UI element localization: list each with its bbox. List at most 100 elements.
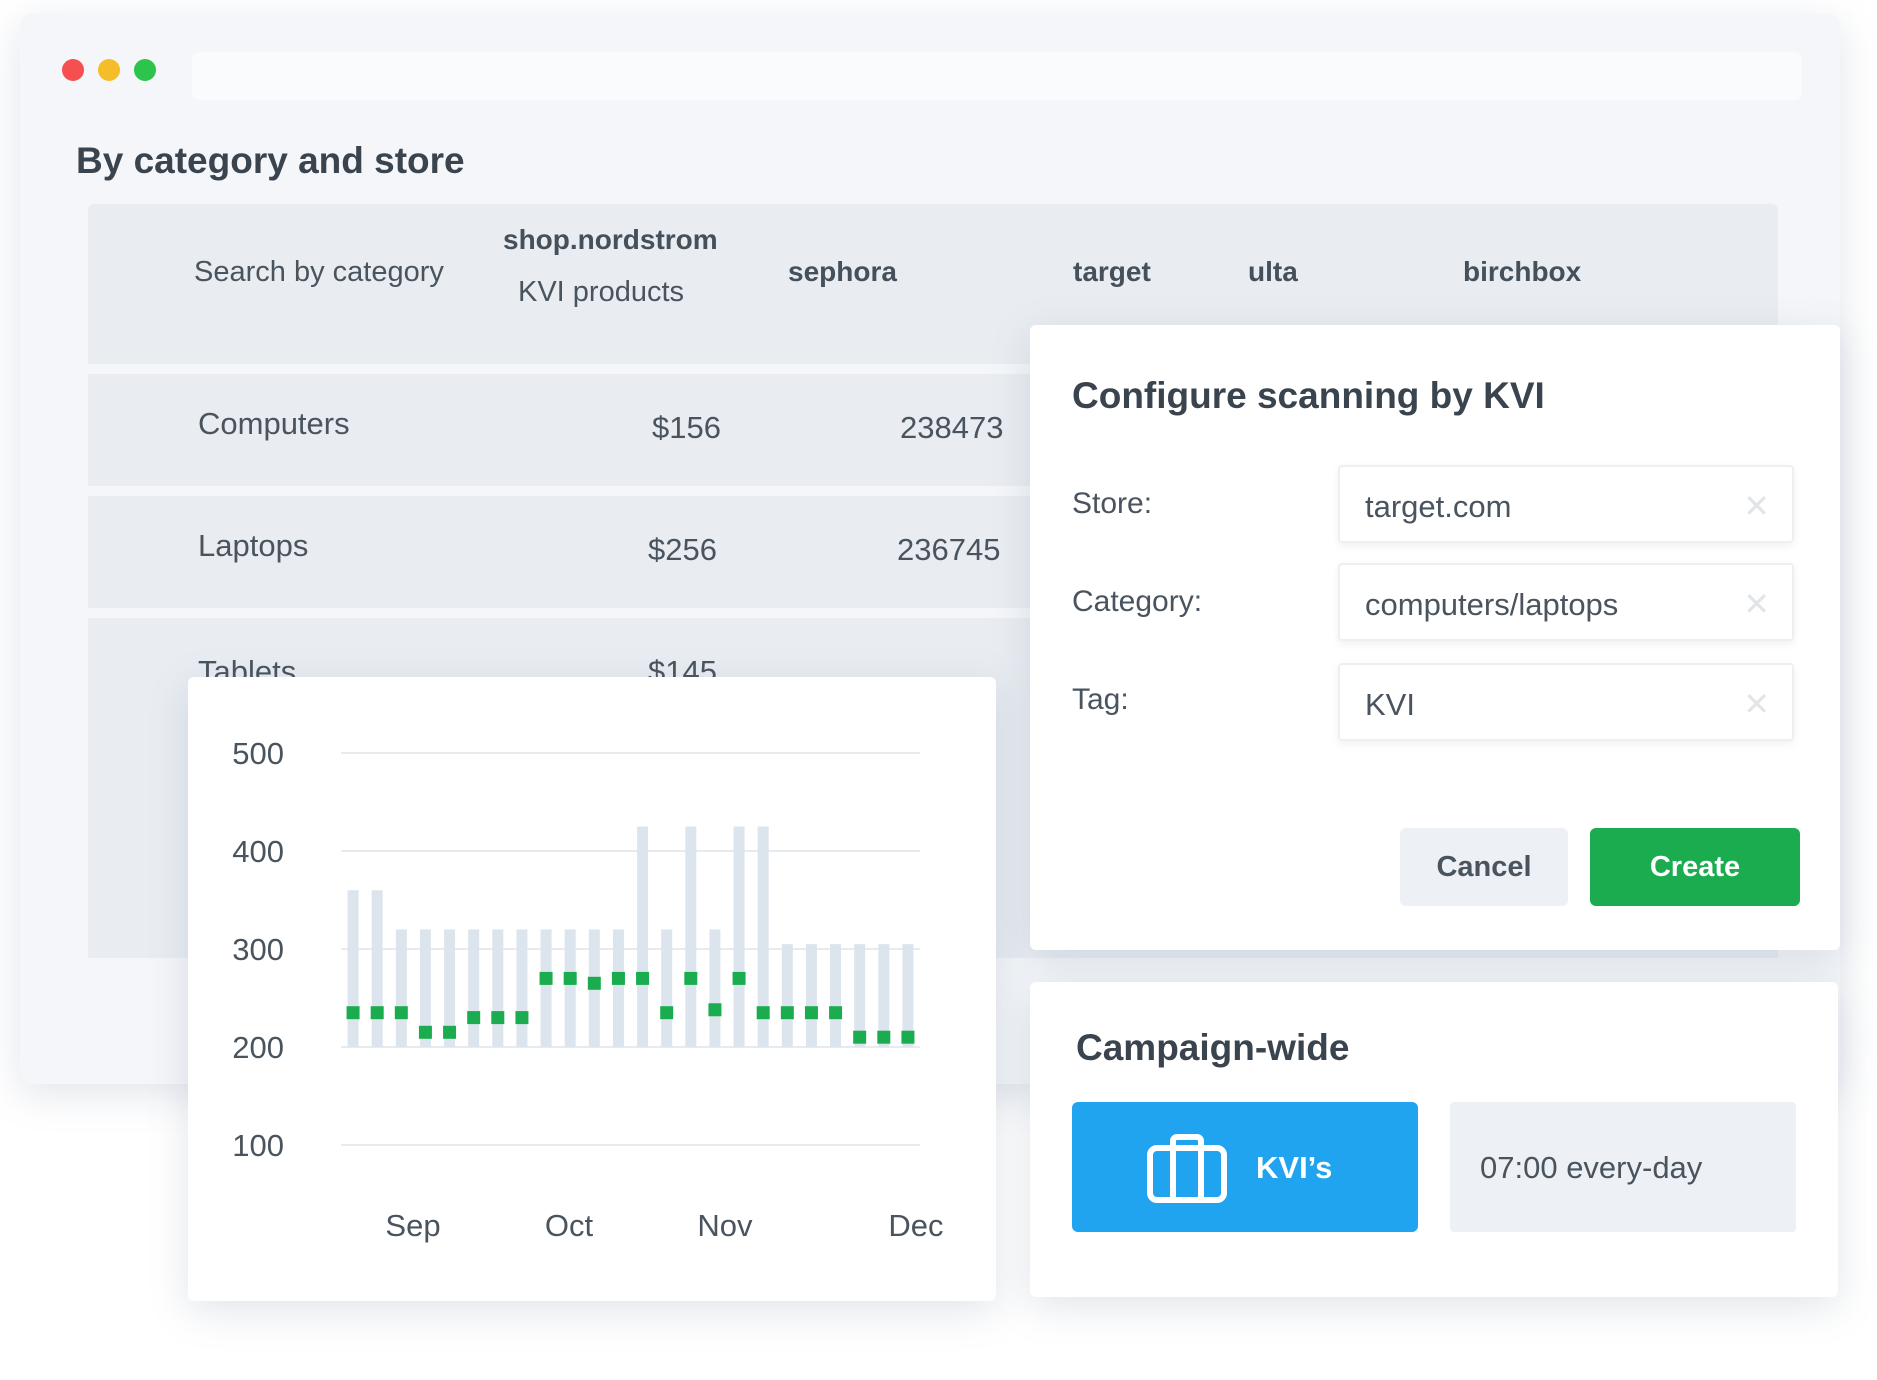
bar: [637, 826, 649, 1047]
close-window-button[interactable]: [62, 59, 84, 81]
bar: [612, 929, 624, 1047]
store-field[interactable]: target.com ✕: [1338, 465, 1794, 543]
header-search-by-category[interactable]: Search by category: [194, 256, 444, 288]
category-field[interactable]: computers/laptops ✕: [1338, 563, 1794, 641]
header-kvi-products: KVI products: [518, 276, 685, 308]
tag-field[interactable]: KVI ✕: [1338, 663, 1794, 741]
data-marker: [660, 1006, 674, 1020]
campaign-wide-panel: Campaign-wide KVI’s 07:00 every-day: [1030, 982, 1838, 1297]
bar: [805, 944, 817, 1047]
category-label: Category:: [1072, 585, 1203, 618]
bar: [395, 929, 407, 1047]
data-marker: [756, 1006, 770, 1020]
x-tick-label: Oct: [545, 1208, 594, 1243]
bar: [733, 826, 745, 1047]
data-marker: [732, 971, 746, 985]
kvi-button[interactable]: KVI’s: [1072, 1102, 1418, 1232]
data-marker: [491, 1011, 505, 1025]
bar: [419, 929, 431, 1047]
y-tick-label: 100: [232, 1128, 284, 1163]
bar: [540, 929, 552, 1047]
data-marker: [467, 1011, 481, 1025]
row-category: Laptops: [198, 528, 309, 563]
header-store-ulta[interactable]: ulta: [1248, 256, 1298, 287]
data-marker: [394, 1006, 408, 1020]
data-marker: [563, 971, 577, 985]
schedule-field[interactable]: 07:00 every-day: [1450, 1102, 1796, 1232]
store-value: target.com: [1365, 489, 1512, 524]
data-marker: [539, 971, 553, 985]
minimize-window-button[interactable]: [98, 59, 120, 81]
schedule-value: 07:00 every-day: [1480, 1150, 1703, 1185]
row-price: $256: [648, 532, 717, 567]
data-marker: [370, 1006, 384, 1020]
x-tick-label: Sep: [385, 1208, 440, 1243]
tag-label: Tag:: [1072, 683, 1129, 716]
close-icon[interactable]: ✕: [1743, 586, 1770, 622]
bar: [564, 929, 576, 1047]
data-marker: [829, 1006, 843, 1020]
y-tick-label: 400: [232, 834, 284, 869]
tag-value: KVI: [1365, 687, 1415, 722]
row-value: 236745: [897, 532, 1001, 567]
page-title: By category and store: [76, 140, 465, 181]
bar: [444, 929, 456, 1047]
bar: [878, 944, 890, 1047]
window-controls: [62, 59, 156, 81]
data-marker: [443, 1025, 457, 1039]
bar: [781, 944, 793, 1047]
data-marker: [418, 1025, 432, 1039]
bar: [709, 929, 721, 1047]
header-store-sephora[interactable]: sephora: [788, 256, 897, 287]
row-value: 238473: [900, 410, 1004, 445]
x-tick-label: Nov: [697, 1208, 753, 1243]
address-bar[interactable]: [192, 52, 1802, 100]
header-store-target[interactable]: target: [1073, 256, 1151, 287]
close-icon[interactable]: ✕: [1743, 488, 1770, 524]
configure-kvi-panel: Configure scanning by KVI Store: target.…: [1030, 325, 1840, 950]
close-icon[interactable]: ✕: [1743, 686, 1770, 722]
bar: [830, 944, 842, 1047]
kvi-label: KVI’s: [1256, 1150, 1333, 1185]
maximize-window-button[interactable]: [134, 59, 156, 81]
bar: [854, 944, 866, 1047]
data-marker: [636, 971, 650, 985]
data-marker: [853, 1030, 867, 1044]
data-marker: [877, 1030, 891, 1044]
config-title: Configure scanning by KVI: [1072, 375, 1545, 416]
bar: [685, 826, 697, 1047]
bar: [902, 944, 914, 1047]
data-marker: [684, 971, 698, 985]
y-tick-label: 200: [232, 1030, 284, 1065]
bar: [371, 890, 383, 1047]
bar: [492, 929, 504, 1047]
data-marker: [901, 1030, 915, 1044]
category-value: computers/laptops: [1365, 587, 1619, 622]
row-category: Computers: [198, 406, 350, 441]
y-tick-label: 300: [232, 932, 284, 967]
create-button[interactable]: Create: [1590, 828, 1800, 906]
y-tick-label: 500: [232, 736, 284, 771]
bar: [661, 929, 673, 1047]
data-marker: [587, 976, 601, 990]
row-price: $156: [652, 410, 721, 445]
kvi-price-chart: 500 400 300 200 100 Sep Oct Nov Dec: [188, 677, 996, 1301]
briefcase-icon: [1147, 1134, 1227, 1203]
cancel-button[interactable]: Cancel: [1400, 828, 1568, 906]
bar: [468, 929, 480, 1047]
data-marker: [515, 1011, 529, 1025]
store-label: Store:: [1072, 487, 1153, 520]
data-marker: [804, 1006, 818, 1020]
bar-chart: 500 400 300 200 100 Sep Oct Nov Dec: [232, 736, 943, 1243]
header-store-birchbox[interactable]: birchbox: [1463, 256, 1582, 287]
bar: [516, 929, 528, 1047]
bar: [347, 890, 359, 1047]
bar: [757, 826, 769, 1047]
data-marker: [346, 1006, 360, 1020]
data-marker: [708, 1003, 722, 1017]
campaign-title: Campaign-wide: [1076, 1027, 1350, 1068]
x-tick-label: Dec: [888, 1208, 943, 1243]
data-marker: [780, 1006, 794, 1020]
data-marker: [611, 971, 625, 985]
header-store-nordstrom[interactable]: shop.nordstrom: [503, 224, 718, 255]
